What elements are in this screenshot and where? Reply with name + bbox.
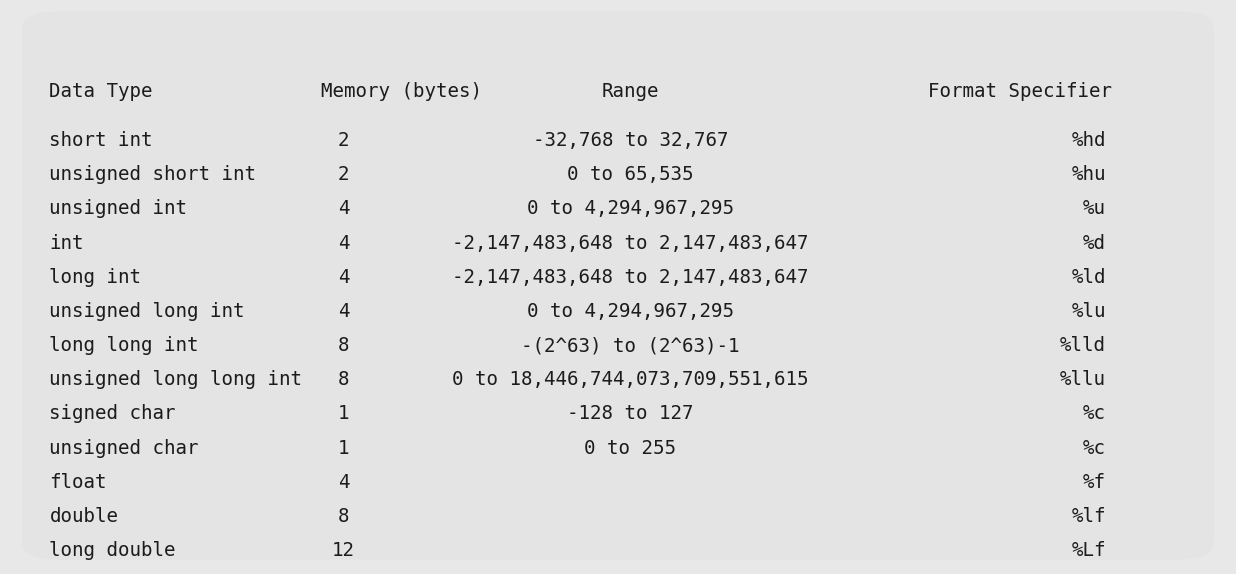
Text: %lu: %lu (1072, 302, 1106, 321)
Text: %Lf: %Lf (1072, 541, 1106, 560)
Text: unsigned short int: unsigned short int (49, 165, 256, 184)
Text: 8: 8 (337, 370, 350, 389)
Text: %u: %u (1083, 199, 1106, 219)
Text: -(2^63) to (2^63)-1: -(2^63) to (2^63)-1 (522, 336, 739, 355)
Text: -2,147,483,648 to 2,147,483,647: -2,147,483,648 to 2,147,483,647 (452, 234, 808, 253)
Text: unsigned char: unsigned char (49, 439, 199, 457)
Text: %lf: %lf (1072, 507, 1106, 526)
Text: %d: %d (1083, 234, 1106, 253)
Text: %c: %c (1083, 439, 1106, 457)
Text: 2: 2 (337, 165, 350, 184)
Text: 4: 4 (337, 199, 350, 219)
Text: long long int: long long int (49, 336, 199, 355)
Text: 0 to 4,294,967,295: 0 to 4,294,967,295 (527, 302, 734, 321)
Text: %lld: %lld (1060, 336, 1106, 355)
Text: %llu: %llu (1060, 370, 1106, 389)
Text: -2,147,483,648 to 2,147,483,647: -2,147,483,648 to 2,147,483,647 (452, 267, 808, 287)
Text: 2: 2 (337, 131, 350, 150)
Text: Format Specifier: Format Specifier (928, 82, 1112, 102)
Text: 4: 4 (337, 302, 350, 321)
Text: long int: long int (49, 267, 141, 287)
Text: 4: 4 (337, 472, 350, 492)
Text: %f: %f (1083, 472, 1106, 492)
Text: int: int (49, 234, 84, 253)
Text: long double: long double (49, 541, 176, 560)
Text: unsigned long int: unsigned long int (49, 302, 245, 321)
Text: 0 to 4,294,967,295: 0 to 4,294,967,295 (527, 199, 734, 219)
Text: 4: 4 (337, 234, 350, 253)
Text: 8: 8 (337, 507, 350, 526)
Text: -128 to 127: -128 to 127 (567, 404, 693, 424)
Text: 0 to 255: 0 to 255 (585, 439, 676, 457)
Text: 4: 4 (337, 267, 350, 287)
Text: %ld: %ld (1072, 267, 1106, 287)
FancyBboxPatch shape (22, 11, 1214, 560)
Text: 12: 12 (332, 541, 355, 560)
Text: %hu: %hu (1072, 165, 1106, 184)
Text: 1: 1 (337, 404, 350, 424)
Text: unsigned long long int: unsigned long long int (49, 370, 303, 389)
Text: -32,768 to 32,767: -32,768 to 32,767 (533, 131, 728, 150)
Text: 0 to 18,446,744,073,709,551,615: 0 to 18,446,744,073,709,551,615 (452, 370, 808, 389)
Text: float: float (49, 472, 108, 492)
Text: Data Type: Data Type (49, 82, 153, 102)
Text: %c: %c (1083, 404, 1106, 424)
Text: Memory (bytes): Memory (bytes) (321, 82, 482, 102)
Text: double: double (49, 507, 119, 526)
Text: short int: short int (49, 131, 153, 150)
Text: unsigned int: unsigned int (49, 199, 188, 219)
Text: 1: 1 (337, 439, 350, 457)
Text: %hd: %hd (1072, 131, 1106, 150)
Text: signed char: signed char (49, 404, 176, 424)
Text: 0 to 65,535: 0 to 65,535 (567, 165, 693, 184)
Text: 8: 8 (337, 336, 350, 355)
Text: Range: Range (602, 82, 659, 102)
